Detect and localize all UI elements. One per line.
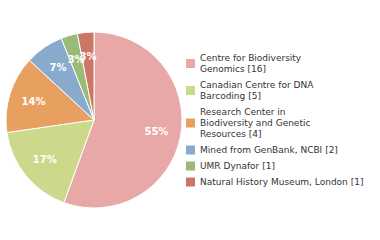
legend-item: Centre for BiodiversityGenomics [16] [186, 53, 302, 74]
data-label: 7% [50, 62, 67, 73]
legend-label-line: Natural History Museum, London [1] [200, 177, 363, 187]
legend-label: Centre for BiodiversityGenomics [16] [200, 53, 302, 74]
data-label: 17% [33, 154, 57, 165]
legend-label: Natural History Museum, London [1] [200, 177, 363, 187]
legend-swatch [186, 162, 195, 171]
legend-label-line: Canadian Centre for DNA [200, 80, 314, 90]
data-label: 55% [144, 126, 168, 137]
legend-label-line: Mined from GenBank, NCBI [2] [200, 145, 338, 155]
legend-label-line: Resources [4] [200, 129, 262, 139]
legend-label-line: Genomics [16] [200, 64, 266, 74]
legend-swatch [186, 178, 195, 187]
legend-label: UMR Dynafor [1] [200, 161, 275, 171]
data-label: 14% [22, 96, 46, 107]
slice [77, 32, 94, 120]
legend-label: Canadian Centre for DNABarcoding [5] [200, 80, 314, 101]
legend-label-line: UMR Dynafor [1] [200, 161, 275, 171]
slice [7, 120, 94, 203]
data-label: 3% [79, 51, 96, 62]
legend-swatch [186, 59, 195, 68]
pie [6, 32, 182, 208]
legend-item: Canadian Centre for DNABarcoding [5] [186, 80, 314, 101]
legend-label-line: Centre for Biodiversity [200, 53, 302, 63]
legend-swatch [186, 119, 195, 128]
data-labels: 55%17%14%7%3%3% [22, 51, 169, 165]
chart-container: 55%17%14%7%3%3%Centre for BiodiversityGe… [0, 0, 380, 240]
legend-swatch [186, 86, 195, 95]
legend-item: UMR Dynafor [1] [186, 161, 275, 171]
legend-label: Mined from GenBank, NCBI [2] [200, 145, 338, 155]
legend-label-line: Research Center in [200, 107, 286, 117]
legend-label: Research Center inBiodiversity and Genet… [200, 107, 310, 139]
legend-label-line: Biodiversity and Genetic [200, 118, 310, 128]
legend-swatch [186, 146, 195, 155]
chart: 55%17%14%7%3%3%Centre for BiodiversityGe… [0, 0, 380, 240]
legend-item: Mined from GenBank, NCBI [2] [186, 145, 338, 155]
legend-item: Research Center inBiodiversity and Genet… [186, 107, 310, 139]
legend-item: Natural History Museum, London [1] [186, 177, 363, 187]
legend-label-line: Barcoding [5] [200, 91, 261, 101]
legend: Centre for BiodiversityGenomics [16] Cana… [186, 53, 363, 187]
